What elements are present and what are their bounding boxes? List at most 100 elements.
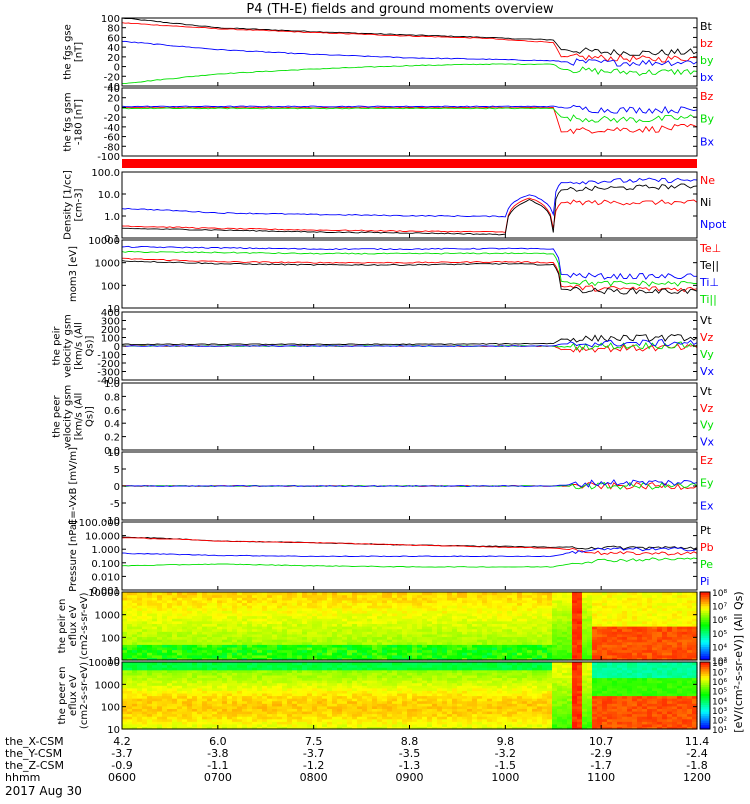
svg-text:[nT]: [nT]	[74, 42, 85, 62]
svg-text:-180 [nT]: -180 [nT]	[74, 99, 85, 145]
svg-text:the fgs gsm: the fgs gsm	[63, 92, 74, 151]
ylabel-fgs: the fgs gse[nT]	[63, 24, 85, 80]
ylabel-temperature: mom3 [eV]	[68, 246, 79, 302]
svg-text:[km/s (All: [km/s (All	[74, 393, 85, 441]
ytick-pressure: 1.000	[91, 545, 120, 556]
legend-efield-ex: Ex	[700, 499, 714, 512]
svg-text:velocity gsm: velocity gsm	[63, 314, 74, 378]
legend-fgs-gsm-by: By	[700, 113, 715, 126]
series-temperature-ti	[122, 251, 697, 286]
legend-efield-ez: Ez	[700, 454, 713, 467]
series-fgs-bt	[122, 18, 697, 56]
plot-title: P4 (TH-E) fields and ground moments over…	[246, 2, 554, 17]
xaxis-tick-value: 1000	[491, 771, 519, 784]
series-fgs-by	[122, 64, 697, 84]
legend-velocity-peir-vz: Vz	[700, 331, 714, 344]
legend-velocity-peir-vx: Vx	[700, 365, 715, 378]
legend-pressure-pi: Pi	[700, 575, 709, 588]
legend-velocity-peer-vz: Vz	[700, 402, 714, 415]
colorbar-tick: 10⁴	[712, 697, 727, 707]
legend-fgs-by: by	[700, 54, 714, 67]
series-pressure-pe	[122, 558, 697, 567]
ytick-peer-spectrogram: 10000	[88, 658, 120, 669]
legend-fgs-bt: Bt	[700, 20, 713, 33]
colorbar-tick: 10⁸	[712, 659, 727, 669]
legend-velocity-peer-vx: Vx	[700, 435, 715, 448]
ytick-velocity-peer: 0.6	[104, 406, 120, 417]
panel-frame	[122, 240, 697, 308]
svg-text:the peir en: the peir en	[57, 599, 68, 654]
ytick-pressure: 10.000	[85, 532, 120, 543]
ytick-velocity-peer: 0.4	[104, 419, 120, 430]
series-fgs-gsm-bz	[122, 107, 697, 134]
svg-text:[cm-3]: [cm-3]	[74, 188, 85, 221]
ytick-peir-spectrogram: 10000	[88, 588, 120, 599]
series-density-npot	[122, 178, 697, 217]
panel-frame	[122, 88, 697, 156]
ytick-temperature: 100	[101, 281, 120, 292]
legend-velocity-peer-vy: Vy	[700, 419, 714, 432]
ytick-temperature: 10000	[88, 236, 120, 247]
ytick-pressure: 100.000	[79, 518, 120, 529]
legend-pressure-pe: Pe	[700, 558, 713, 571]
xaxis-row-label: hhmm	[5, 771, 40, 784]
ytick-pressure: 0.010	[91, 572, 120, 583]
series-efield-ex	[122, 480, 697, 487]
legend-temperature-te: Te⊥	[699, 242, 721, 255]
legend-velocity-peer-vt: Vt	[700, 385, 713, 398]
panel-peer-spectrogram: 10¹10²10³10⁴10⁵10⁶10⁷10⁸10000100010010th…	[57, 658, 727, 736]
ytick-efield: -5	[110, 499, 120, 510]
xaxis-tick-value: 0600	[108, 771, 136, 784]
colorbar-tick: 10¹	[712, 726, 727, 736]
ylabel-efield: E=-VxB [mV/m]	[68, 447, 79, 525]
series-fgs-bz	[122, 23, 697, 62]
legend-density-npot: Npot	[700, 218, 727, 231]
ytick-efield: 0	[114, 482, 120, 493]
legend-pressure-pt: Pt	[700, 524, 712, 537]
legend-fgs-bx: bx	[700, 71, 714, 84]
colorbar-tick: 10²	[712, 716, 727, 726]
svg-text:the fgs gse: the fgs gse	[63, 24, 74, 80]
ytick-density: 10.0	[98, 190, 120, 201]
xaxis-tick-value: 0700	[204, 771, 232, 784]
svg-text:[km/s (All: [km/s (All	[74, 322, 85, 370]
svg-text:the peer: the peer	[52, 394, 63, 437]
series-density-ne	[122, 198, 697, 232]
panel-pressure: PtPbPePi100.00010.0001.0000.1000.0100.00…	[68, 518, 714, 597]
ytick-peir-spectrogram: 1000	[95, 611, 120, 622]
legend-fgs-bz: bz	[700, 37, 713, 50]
svg-text:Pressure [nPa]: Pressure [nPa]	[68, 520, 79, 592]
legend-efield-ey: Ey	[700, 477, 714, 490]
svg-text:eflux eV: eflux eV	[68, 605, 79, 646]
svg-text:Density [1/cc]: Density [1/cc]	[63, 170, 74, 240]
ytick-temperature: 1000	[95, 259, 120, 270]
xaxis-tick-value: 1200	[683, 771, 711, 784]
svg-text:Qs)]: Qs)]	[85, 406, 96, 427]
colorbar-tick: 10⁵	[712, 688, 727, 698]
panel-velocity-peir: VtVzVyVx4003002001000-100-200-300-400the…	[52, 308, 715, 387]
series-pressure-pt	[122, 537, 697, 549]
panel-frame	[122, 383, 697, 450]
xaxis-tick-value: 0800	[300, 771, 328, 784]
ytick-efield: 5	[114, 465, 120, 476]
svg-text:mom3 [eV]: mom3 [eV]	[68, 246, 79, 302]
colorbar-tick: 10⁶	[712, 678, 727, 688]
colorbar-tick: 10⁸	[712, 589, 727, 599]
legend-pressure-pb: Pb	[700, 541, 714, 554]
ytick-density: 100.0	[91, 168, 120, 179]
legend-density-ni: Ni	[700, 196, 711, 209]
ylabel-pressure: Pressure [nPa]	[68, 520, 79, 592]
svg-text:the peir: the peir	[52, 326, 63, 366]
